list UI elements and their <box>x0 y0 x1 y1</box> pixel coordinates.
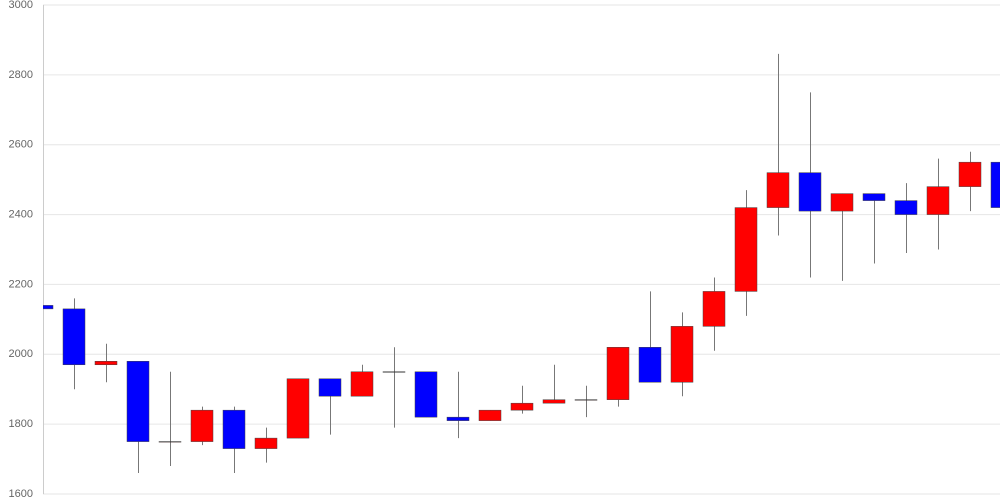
candle-body <box>158 441 182 443</box>
candle-body <box>62 308 86 366</box>
candle-body <box>638 347 662 383</box>
candle-body <box>350 371 374 397</box>
y-tick-label: 1800 <box>9 418 33 430</box>
candle-body <box>766 172 790 208</box>
candle-body <box>702 291 726 327</box>
candle-body <box>606 347 630 400</box>
candle-body <box>862 193 886 201</box>
candle-body <box>222 409 246 449</box>
candle-body <box>190 409 214 442</box>
y-tick-label: 2800 <box>9 69 33 81</box>
candle-body <box>382 371 406 373</box>
candle-body <box>254 437 278 449</box>
candle-body <box>926 186 950 215</box>
y-tick-label: 1600 <box>9 488 33 500</box>
y-tick-label: 2600 <box>9 139 33 151</box>
candle-body <box>542 399 566 404</box>
candle-body <box>446 416 470 421</box>
candle-body <box>510 402 534 411</box>
y-tick-label: 2000 <box>9 348 33 360</box>
y-tick-label: 2200 <box>9 278 33 290</box>
candle-body <box>958 161 982 187</box>
candle-body <box>734 207 758 292</box>
candle-body <box>43 305 54 310</box>
candle-body <box>670 326 694 383</box>
candle-body <box>126 361 150 442</box>
candle-body <box>94 361 118 366</box>
grid <box>43 4 1000 495</box>
y-tick-label: 3000 <box>9 0 33 11</box>
candle-body <box>574 399 598 401</box>
candle-body <box>894 200 918 215</box>
candle-body <box>414 371 438 418</box>
candle-body <box>478 409 502 421</box>
candle-body <box>830 193 854 212</box>
candle-body <box>286 378 310 439</box>
candle-body <box>318 378 342 397</box>
y-tick-label: 2400 <box>9 208 33 220</box>
plot-area <box>43 53 1000 474</box>
candle-body <box>990 161 1000 208</box>
candle-body <box>798 172 822 212</box>
